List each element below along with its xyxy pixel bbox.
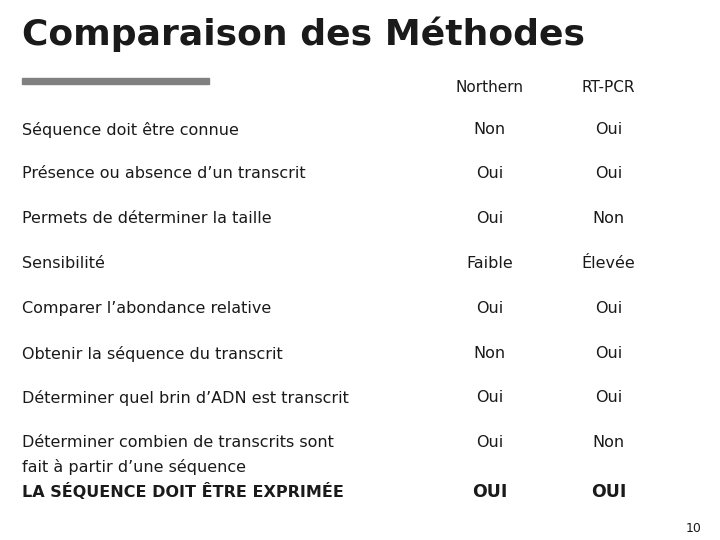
Text: 10: 10 (686, 522, 702, 535)
Text: Non: Non (593, 211, 624, 226)
Text: Comparaison des Méthodes: Comparaison des Méthodes (22, 16, 585, 52)
Text: Élevée: Élevée (582, 256, 635, 271)
Text: Oui: Oui (595, 166, 622, 181)
Text: Séquence doit être connue: Séquence doit être connue (22, 122, 238, 138)
Text: Obtenir la séquence du transcrit: Obtenir la séquence du transcrit (22, 346, 282, 362)
Text: Faible: Faible (467, 256, 513, 271)
Text: OUI: OUI (590, 483, 626, 501)
Text: Oui: Oui (476, 390, 503, 406)
Text: Comparer l’abondance relative: Comparer l’abondance relative (22, 301, 271, 316)
Text: RT-PCR: RT-PCR (582, 79, 635, 94)
Text: Non: Non (593, 435, 624, 450)
Text: Oui: Oui (476, 211, 503, 226)
Text: Oui: Oui (476, 435, 503, 450)
Text: Oui: Oui (595, 301, 622, 316)
Text: Oui: Oui (476, 301, 503, 316)
Text: Oui: Oui (595, 122, 622, 137)
Text: Non: Non (474, 346, 505, 361)
Text: LA SÉQUENCE DOIT ÊTRE EXPRIMÉE: LA SÉQUENCE DOIT ÊTRE EXPRIMÉE (22, 483, 343, 500)
Text: Oui: Oui (595, 390, 622, 406)
Text: Présence ou absence d’un transcrit: Présence ou absence d’un transcrit (22, 166, 305, 181)
Text: Permets de déterminer la taille: Permets de déterminer la taille (22, 211, 271, 226)
Text: fait à partir d’une séquence: fait à partir d’une séquence (22, 459, 246, 475)
Text: Sensibilité: Sensibilité (22, 256, 104, 271)
Text: Oui: Oui (476, 166, 503, 181)
Text: Oui: Oui (595, 346, 622, 361)
FancyBboxPatch shape (22, 78, 209, 84)
Text: Déterminer quel brin d’ADN est transcrit: Déterminer quel brin d’ADN est transcrit (22, 390, 348, 407)
Text: Non: Non (474, 122, 505, 137)
Text: OUI: OUI (472, 483, 508, 501)
Text: Déterminer combien de transcrits sont: Déterminer combien de transcrits sont (22, 435, 333, 450)
Text: Northern: Northern (456, 79, 523, 94)
